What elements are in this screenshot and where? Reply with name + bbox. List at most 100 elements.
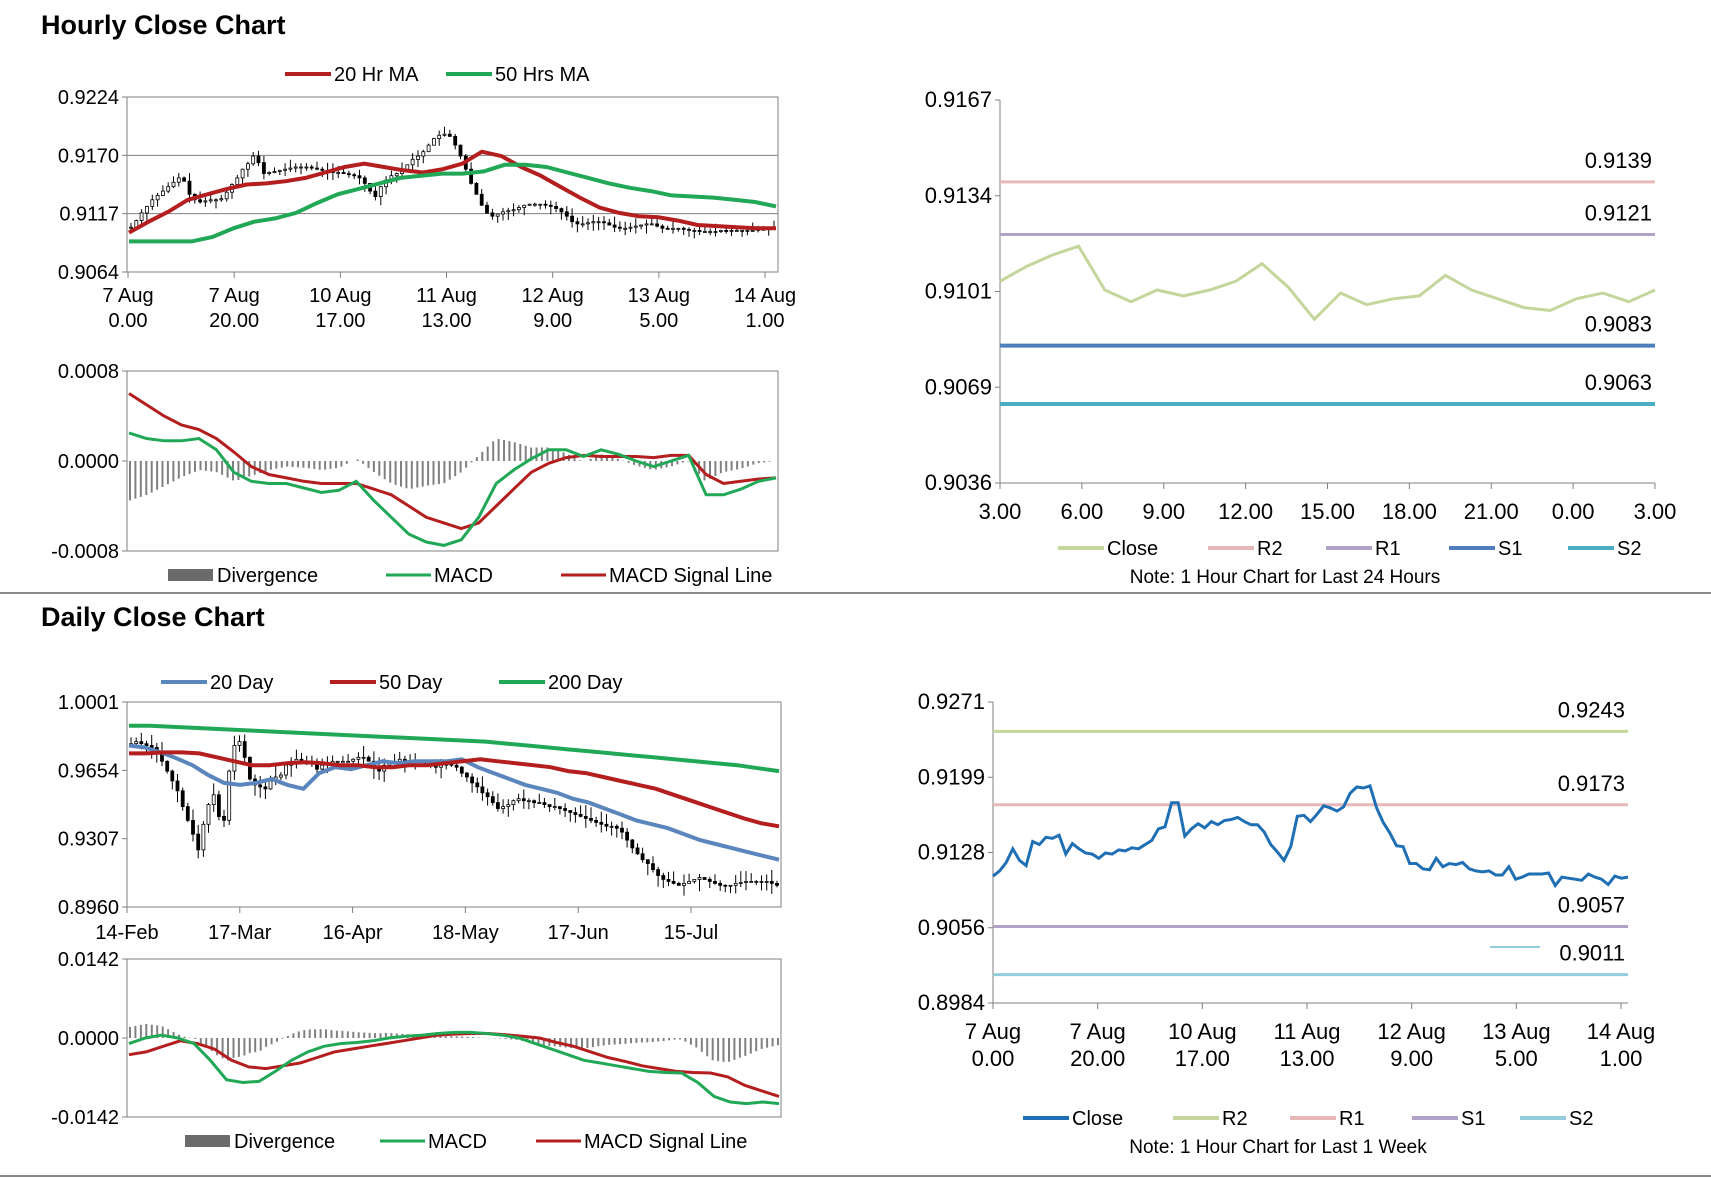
daily-price-candle-body <box>335 760 340 763</box>
hourly-price-y-tick-label: 0.9224 <box>58 87 119 109</box>
hourly-price-candle-body <box>655 223 659 227</box>
hourly-price-candle-body <box>633 225 638 228</box>
hourly-price-candle-body <box>288 167 293 170</box>
daily-price-candle-body <box>511 800 516 806</box>
hourly-24h-legend-s1-label: S1 <box>1498 538 1522 560</box>
hourly-price-candle-body <box>437 134 442 140</box>
daily-price-y-tick-label: 0.9654 <box>58 760 119 782</box>
hourly-price-candle-body <box>676 227 681 230</box>
hourly-price-candle-body <box>442 133 447 136</box>
hourly-24h-legend-close-label: Close <box>1107 538 1158 560</box>
daily-price-candle-body <box>568 810 573 813</box>
hourly-price-candle-body <box>320 168 325 171</box>
hourly-price-candle-body <box>219 198 224 201</box>
hourly-price-series-ma20 <box>128 149 776 235</box>
hourly-price-candle-body <box>618 226 622 229</box>
hourly-price-candle-body <box>708 231 713 233</box>
daily-price-candle-body <box>268 780 273 790</box>
daily-week-x-tick-label: 13.00 <box>1279 1046 1334 1071</box>
daily-price-candle-body <box>609 825 614 828</box>
hourly-24h-level-label-s1: 0.9083 <box>1585 312 1652 337</box>
daily-price-candle-body <box>692 879 697 882</box>
daily-price-x-tick-label: 17-Jun <box>548 922 609 944</box>
hourly-price-candle-body <box>506 210 511 213</box>
hourly-price-candle-body <box>431 138 436 146</box>
hourly-price-candle-body <box>203 200 208 203</box>
daily-price-candle-body <box>464 772 469 778</box>
daily-week-x-tick-label: 0.00 <box>972 1046 1015 1071</box>
daily-price-candle-body <box>764 881 769 883</box>
daily-price-candle-body <box>501 806 506 809</box>
daily-price-candle-body <box>614 825 619 829</box>
hourly-price-candle-body <box>245 163 250 170</box>
daily-price-candle-body <box>775 883 779 886</box>
hourly-price-candle-body <box>144 205 149 214</box>
daily-price-candle-body <box>738 882 743 884</box>
hourly-price-candle-body <box>410 158 415 166</box>
hourly-price-candle-body <box>644 223 649 226</box>
daily-price-candle-body <box>542 802 547 805</box>
daily-price-x-tick-label: 18-May <box>432 922 499 944</box>
hourly-price-candle-body <box>240 168 245 179</box>
daily-price-candle-body <box>284 764 288 776</box>
hourly-price-candle-body <box>362 177 367 184</box>
hourly-price-candle-body <box>458 144 463 157</box>
daily-price-plot-frame <box>126 701 782 908</box>
hourly-macd-y-tick-label: 0.0008 <box>58 361 119 383</box>
daily-macd-legend-signal-label: MACD Signal Line <box>584 1131 747 1153</box>
daily-price-chart: 1.0001 0.9654 0.9307 0.8960 14-Feb 17-Mar 16-A… <box>58 672 782 944</box>
hourly-price-x-tick-label: 7 Aug <box>102 285 153 307</box>
daily-price-candle-body <box>134 741 139 744</box>
hourly-price-candle-body <box>378 186 383 197</box>
hourly-24h-legend-s2-label: S2 <box>1617 538 1641 560</box>
hourly-price-candle-body <box>235 177 240 185</box>
daily-price-series-ma50 <box>129 750 780 829</box>
hourly-price-candle-body <box>256 155 261 164</box>
hourly-price-x-tick-label: 20.00 <box>209 310 259 332</box>
hourly-price-candle-body <box>697 229 702 232</box>
hourly-price-candle-body <box>649 223 654 226</box>
daily-price-candle-body <box>495 802 500 809</box>
hourly-24h-y-tick-label: 0.9101 <box>925 279 992 304</box>
daily-price-candle-body <box>232 745 237 772</box>
hourly-price-legend-ma50-label: 50 Hrs MA <box>495 64 590 86</box>
daily-price-candle-body <box>320 764 325 770</box>
daily-week-level-label-s1: 0.9057 <box>1558 892 1625 917</box>
hourly-price-candle-body <box>501 211 505 215</box>
hourly-price-candle-body <box>416 155 420 160</box>
hourly-price-candle-body <box>299 166 303 169</box>
daily-price-legend-ma20-label: 20 Day <box>210 672 273 694</box>
daily-week-level-label-r1: 0.9173 <box>1558 771 1625 796</box>
daily-price-candle-body <box>222 816 226 821</box>
hourly-24h-y-tick-label: 0.9134 <box>925 183 992 208</box>
daily-price-candle-body <box>470 776 475 784</box>
daily-price-candle-body <box>516 798 521 802</box>
hourly-price-candle-body <box>559 208 564 213</box>
hourly-24h-y-tick-label: 0.9167 <box>925 87 992 112</box>
daily-price-candle-body <box>630 839 635 849</box>
daily-price-candle-body <box>196 833 201 851</box>
daily-week-x-tick-label: 5.00 <box>1495 1046 1538 1071</box>
hourly-24h-x-tick-label: 0.00 <box>1552 499 1595 524</box>
daily-price-candle-body <box>728 884 733 887</box>
hourly-24h-x-tick-label: 3.00 <box>1634 499 1677 524</box>
daily-price-candle-body <box>532 800 536 804</box>
hourly-macd-legend-macd-label: MACD <box>434 565 493 587</box>
hourly-price-candle-body <box>139 212 144 221</box>
daily-price-candle-body <box>216 794 221 817</box>
hourly-price-candle-body <box>724 229 729 232</box>
hourly-price-candle-body <box>198 199 203 203</box>
daily-week-x-tick-label: 13 Aug <box>1482 1019 1551 1044</box>
daily-price-candle-body <box>759 881 764 883</box>
daily-week-y-tick-label: 0.9199 <box>918 764 985 789</box>
hourly-price-x-tick-label: 10 Aug <box>309 285 371 307</box>
daily-price-candle-body <box>682 883 686 886</box>
hourly-24h-y-tick-label: 0.9069 <box>925 374 992 399</box>
daily-price-candle-body <box>769 881 774 884</box>
hourly-price-candle-body <box>511 209 516 212</box>
hourly-price-candle-body <box>187 180 192 195</box>
hourly-24h-x-tick-label: 6.00 <box>1060 499 1103 524</box>
daily-price-y-tick-label: 0.9307 <box>58 829 119 851</box>
daily-price-candle-body <box>340 760 345 763</box>
